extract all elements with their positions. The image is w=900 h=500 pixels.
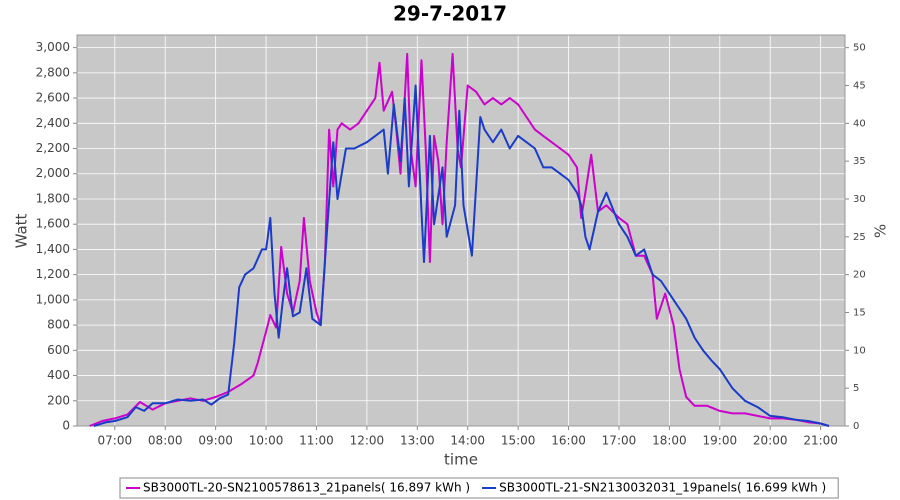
y-tick-label: 2,400 bbox=[36, 116, 70, 130]
y-tick-label: 1,600 bbox=[36, 217, 70, 231]
y-tick-label: 2,200 bbox=[36, 141, 70, 155]
y-tick-label: 400 bbox=[47, 368, 70, 382]
y2-tick-label: 35 bbox=[853, 156, 866, 167]
y-axis-label: Watt bbox=[13, 213, 31, 248]
legend: SB3000TL-20-SN2100578613_21panels( 16.89… bbox=[119, 477, 839, 499]
x-tick-label: 12:00 bbox=[350, 434, 385, 448]
y-tick-label: 2,000 bbox=[36, 166, 70, 180]
y2-tick-label: 50 bbox=[853, 43, 866, 54]
y-tick-label: 1,200 bbox=[36, 267, 70, 281]
x-tick-label: 21:00 bbox=[803, 434, 838, 448]
x-tick-label: 15:00 bbox=[501, 434, 536, 448]
x-axis-label: time bbox=[444, 451, 478, 469]
y2-tick-label: 30 bbox=[853, 194, 866, 205]
x-tick-label: 18:00 bbox=[652, 434, 687, 448]
x-tick-label: 16:00 bbox=[551, 434, 586, 448]
plot-border bbox=[76, 34, 846, 427]
y-tick-label: 1,800 bbox=[36, 191, 70, 205]
x-tick-label: 17:00 bbox=[602, 434, 637, 448]
x-tick-label: 07:00 bbox=[98, 434, 133, 448]
legend-box bbox=[119, 477, 839, 499]
series-line bbox=[89, 52, 830, 427]
y-tick-label: 600 bbox=[47, 343, 70, 357]
y2-tick-label: 5 bbox=[853, 383, 859, 394]
x-tick-label: 11:00 bbox=[299, 434, 334, 448]
legend-label: SB3000TL-20-SN2100578613_21panels( 16.89… bbox=[143, 481, 470, 495]
y2-tick-label: 45 bbox=[853, 80, 866, 91]
x-tick-label: 14:00 bbox=[450, 434, 485, 448]
y2-tick-label: 40 bbox=[853, 118, 866, 129]
chart-title: 29-7-2017 bbox=[393, 2, 507, 26]
y2-tick-label: 20 bbox=[853, 270, 866, 281]
x-tick-label: 09:00 bbox=[198, 434, 233, 448]
y-tick-label: 3,000 bbox=[36, 40, 70, 54]
plot-background bbox=[77, 35, 845, 426]
y2-tick-label: 0 bbox=[853, 421, 859, 432]
x-tick-label: 08:00 bbox=[148, 434, 183, 448]
y-tick-label: 2,800 bbox=[36, 65, 70, 79]
y-tick-label: 1,400 bbox=[36, 242, 70, 256]
y-tick-label: 2,600 bbox=[36, 91, 70, 105]
y2-tick-label: 25 bbox=[853, 232, 866, 243]
x-tick-label: 10:00 bbox=[249, 434, 284, 448]
x-tick-label: 13:00 bbox=[400, 434, 435, 448]
y2-tick-label: 10 bbox=[853, 345, 866, 356]
y-tick-label: 800 bbox=[47, 318, 70, 332]
series-line bbox=[93, 84, 830, 427]
y-tick-label: 0 bbox=[62, 419, 70, 433]
x-tick-label: 20:00 bbox=[753, 434, 788, 448]
y-tick-label: 200 bbox=[47, 393, 70, 407]
y2-axis-label: % bbox=[872, 224, 890, 238]
legend-label: SB3000TL-21-SN2130032031_19panels( 16.69… bbox=[499, 481, 826, 495]
x-tick-label: 19:00 bbox=[703, 434, 738, 448]
y2-tick-label: 15 bbox=[853, 307, 866, 318]
y-tick-label: 1,000 bbox=[36, 292, 70, 306]
